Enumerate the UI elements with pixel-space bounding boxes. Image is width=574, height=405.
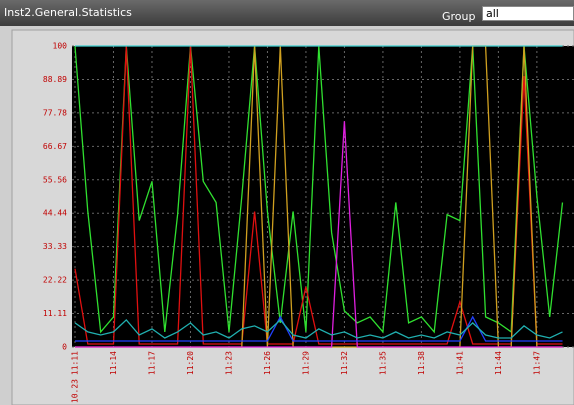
- x-tick-label: 11:17: [147, 351, 156, 375]
- y-tick-label: 77.78: [43, 108, 67, 117]
- x-tick-label: 11:20: [186, 351, 195, 375]
- x-tick-label: 11:11: [71, 351, 80, 375]
- x-tick-label: 11:44: [494, 351, 503, 375]
- x-tick-label: 11:35: [378, 351, 387, 375]
- header: Inst2.General.Statistics Group all: [0, 0, 574, 26]
- series-line: [75, 121, 563, 348]
- x-tick-label: 11:26: [263, 351, 272, 375]
- x-tick-label: 11:47: [532, 351, 541, 375]
- y-tick-label: 33.33: [43, 242, 67, 251]
- x-tick-label: 11:14: [109, 351, 118, 375]
- group-select[interactable]: all: [482, 6, 574, 21]
- series-line: [75, 315, 563, 342]
- y-tick-label: 55.56: [43, 175, 67, 184]
- y-tick-label: 0: [62, 343, 67, 352]
- date-label: 10.23: [71, 379, 80, 403]
- y-tick-label: 11.11: [43, 309, 67, 318]
- x-tick-label: 11:23: [224, 351, 233, 375]
- y-tick-label: 88.89: [43, 75, 67, 84]
- chart: 0 11.11 22.22 33.33 44.44 55.56 66.67 77.78 88.8…: [11, 29, 574, 405]
- x-tick-label: 11:32: [340, 351, 349, 375]
- y-tick-label: 22.22: [43, 276, 67, 285]
- series-line: [74, 45, 563, 345]
- plot-area: [72, 46, 574, 347]
- x-tick-label: 11:41: [455, 351, 464, 375]
- y-tick-label: 100: [53, 42, 68, 51]
- y-tick-label: 44.44: [43, 209, 67, 218]
- series-line: [74, 318, 563, 339]
- x-tick-label: 11:38: [417, 351, 426, 375]
- y-tick-label: 66.67: [43, 142, 67, 151]
- group-label: Group: [442, 10, 476, 23]
- x-tick-label: 11:29: [301, 351, 310, 375]
- title: Inst2.General.Statistics: [4, 6, 132, 19]
